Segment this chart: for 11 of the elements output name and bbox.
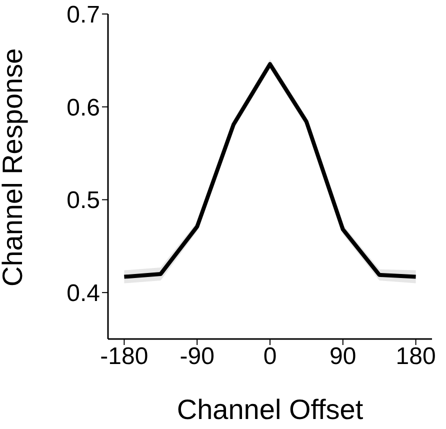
x-tick-label: 180 [396,343,436,370]
y-tick-label: 0.5 [66,187,100,214]
y-tick-label: 0.4 [66,280,100,308]
x-tick-label: 0 [263,343,277,370]
x-tick-label: 90 [330,343,356,370]
x-axis-title: Channel Offset [176,394,364,425]
y-tick-label: 0.6 [66,94,100,122]
y-tick-label: 0.7 [66,2,100,29]
y-axis-title: Channel Response [0,48,28,286]
x-tick-label: -180 [100,343,148,370]
x-tick-label: -90 [180,343,214,370]
